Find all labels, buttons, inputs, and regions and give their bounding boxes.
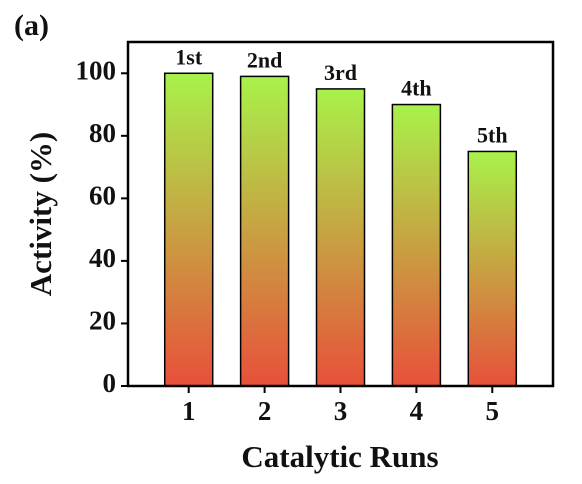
plot-frame xyxy=(126,40,555,388)
x-tick-label: 1 xyxy=(182,396,196,426)
bar xyxy=(239,75,290,387)
y-tick-label: 100 xyxy=(76,55,117,85)
bar-label: 1st xyxy=(175,44,203,69)
bar-label: 2nd xyxy=(247,47,282,72)
y-tick-label: 40 xyxy=(89,243,116,273)
y-axis-label: Activity (%) xyxy=(23,132,58,296)
bar xyxy=(467,150,518,387)
y-tick-label: 80 xyxy=(89,118,116,148)
chart-title: (a) xyxy=(14,9,49,42)
bar-label: 3rd xyxy=(324,60,357,85)
bar xyxy=(391,103,442,387)
x-tick-label: 4 xyxy=(410,396,424,426)
bar-label: 5th xyxy=(477,123,508,148)
x-tick-label: 2 xyxy=(258,396,272,426)
bar xyxy=(163,72,214,387)
y-tick-label: 0 xyxy=(103,368,117,398)
y-tick-label: 20 xyxy=(89,306,116,336)
x-tick-label: 3 xyxy=(334,396,348,426)
bar xyxy=(315,88,366,387)
bar-label: 4th xyxy=(401,76,432,101)
y-tick-label: 60 xyxy=(89,181,116,211)
x-tick-label: 5 xyxy=(486,396,500,426)
x-axis-label: Catalytic Runs xyxy=(241,439,438,474)
